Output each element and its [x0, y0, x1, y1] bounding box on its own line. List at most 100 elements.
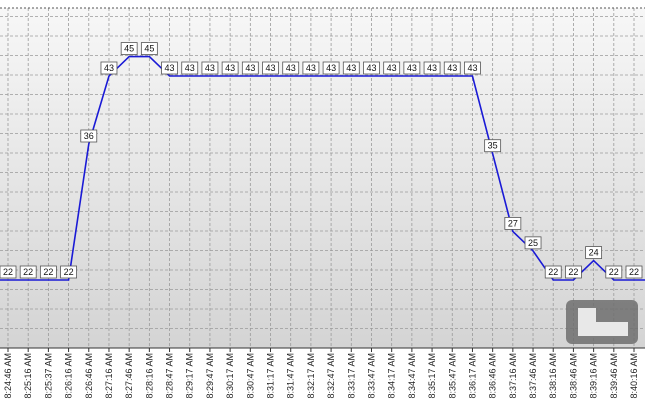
data-label: 43: [225, 63, 235, 73]
x-tick-label: 8:31:17 AM: [266, 353, 276, 399]
x-tick-label: 8:32:17 AM: [306, 353, 316, 399]
data-label-box: [423, 61, 441, 75]
data-label: 45: [124, 44, 134, 54]
data-label: 43: [306, 63, 316, 73]
data-label-box: [605, 265, 623, 279]
x-tick-label: 8:34:47 AM: [407, 353, 417, 399]
plot-area: [0, 8, 645, 348]
data-label: 43: [185, 63, 195, 73]
data-label: 43: [245, 63, 255, 73]
data-label: 43: [266, 63, 276, 73]
data-label: 43: [326, 63, 336, 73]
x-tick-label: 8:30:17 AM: [225, 353, 235, 399]
x-tick-label: 8:37:46 AM: [528, 353, 538, 399]
data-label: 22: [23, 267, 33, 277]
x-tick-label: 8:36:46 AM: [488, 353, 498, 399]
x-tick-label: 8:38:46 AM: [568, 353, 578, 399]
x-tick-label: 8:29:47 AM: [205, 353, 215, 399]
data-label-box: [585, 246, 603, 259]
data-label: 43: [346, 63, 356, 73]
data-label-box: [383, 61, 401, 75]
data-label-box: [120, 42, 138, 55]
data-label-box: [201, 61, 219, 75]
x-tick-label: 8:25:37 AM: [43, 353, 53, 399]
data-label: 43: [407, 63, 417, 73]
data-label-box: [221, 61, 239, 75]
data-label: 35: [488, 141, 498, 151]
logo: [566, 300, 638, 344]
data-label-box: [342, 61, 360, 75]
data-label-box: [241, 61, 259, 75]
x-tick-label: 8:35:17 AM: [427, 353, 437, 399]
data-label-box: [443, 61, 461, 75]
x-tick-label: 8:39:16 AM: [589, 353, 599, 399]
x-tick-label: 8:26:46 AM: [84, 353, 94, 399]
data-label: 22: [548, 267, 558, 277]
x-tick-label: 8:29:17 AM: [185, 353, 195, 399]
x-tick-label: 8:28:16 AM: [144, 353, 154, 399]
data-label: 25: [528, 238, 538, 248]
x-tick-label: 8:31:47 AM: [286, 353, 296, 399]
data-label: 45: [144, 44, 154, 54]
data-label: 27: [508, 218, 518, 228]
data-label-box: [140, 42, 158, 55]
data-label-box: [322, 61, 340, 75]
data-label-box: [80, 129, 98, 143]
data-label: 22: [629, 267, 639, 277]
data-label-box: [161, 61, 178, 75]
x-tick-label: 8:27:16 AM: [104, 353, 114, 399]
x-tick-label: 8:30:47 AM: [245, 353, 255, 399]
x-tick-label: 8:28:47 AM: [165, 353, 175, 399]
x-tick-label: 8:33:47 AM: [366, 353, 376, 399]
data-label-box: [544, 265, 562, 279]
x-tick-label: 8:32:47 AM: [326, 353, 336, 399]
data-label: 43: [104, 63, 114, 73]
data-label-box: [484, 139, 502, 153]
data-label: 22: [3, 267, 13, 277]
data-label: 43: [286, 63, 296, 73]
data-label: 24: [589, 248, 599, 258]
x-tick-label: 8:25:16 AM: [23, 353, 33, 399]
data-label-box: [504, 217, 522, 230]
data-label: 43: [447, 63, 457, 73]
line: [0, 55, 645, 281]
data-label-box: [100, 61, 118, 75]
data-label: 43: [467, 63, 477, 73]
grid: [0, 8, 645, 348]
data-label-box: [0, 265, 17, 279]
data-label: 22: [568, 267, 578, 277]
data-label: 43: [366, 63, 376, 73]
data-label-box: [524, 236, 542, 250]
data-label-box: [302, 61, 320, 75]
data-label-box: [19, 265, 37, 279]
x-tick-label: 8:37:16 AM: [508, 353, 518, 399]
x-tick-label: 8:24:46 AM: [3, 353, 13, 399]
data-label-box: [60, 265, 77, 279]
x-tick-label: 8:35:47 AM: [447, 353, 457, 399]
data-label-box: [464, 61, 481, 75]
data-label-box: [625, 265, 643, 279]
x-tick-label: 8:40:16 AM: [629, 353, 639, 399]
data-label: 43: [387, 63, 397, 73]
data-label: 22: [43, 267, 53, 277]
x-tick-label: 8:33:17 AM: [346, 353, 356, 399]
x-tick-label: 8:39:46 AM: [609, 353, 619, 399]
data-label-box: [363, 61, 380, 75]
data-label: 36: [84, 131, 94, 141]
x-tick-label: 8:26:16 AM: [64, 353, 74, 399]
data-label-box: [39, 265, 57, 279]
data-label-box: [181, 61, 199, 75]
data-label-box: [403, 61, 421, 75]
x-tick-label: 8:36:17 AM: [467, 353, 477, 399]
data-label: 43: [205, 63, 215, 73]
data-label: 22: [609, 267, 619, 277]
x-tick-label: 8:27:46 AM: [124, 353, 134, 399]
x-tick-label: 8:38:16 AM: [548, 353, 558, 399]
data-label: 43: [427, 63, 437, 73]
data-label: 43: [165, 63, 175, 73]
data-label-box: [282, 61, 300, 75]
data-label-box: [565, 265, 582, 279]
data-label-box: [262, 61, 279, 75]
data-label: 22: [64, 267, 74, 277]
